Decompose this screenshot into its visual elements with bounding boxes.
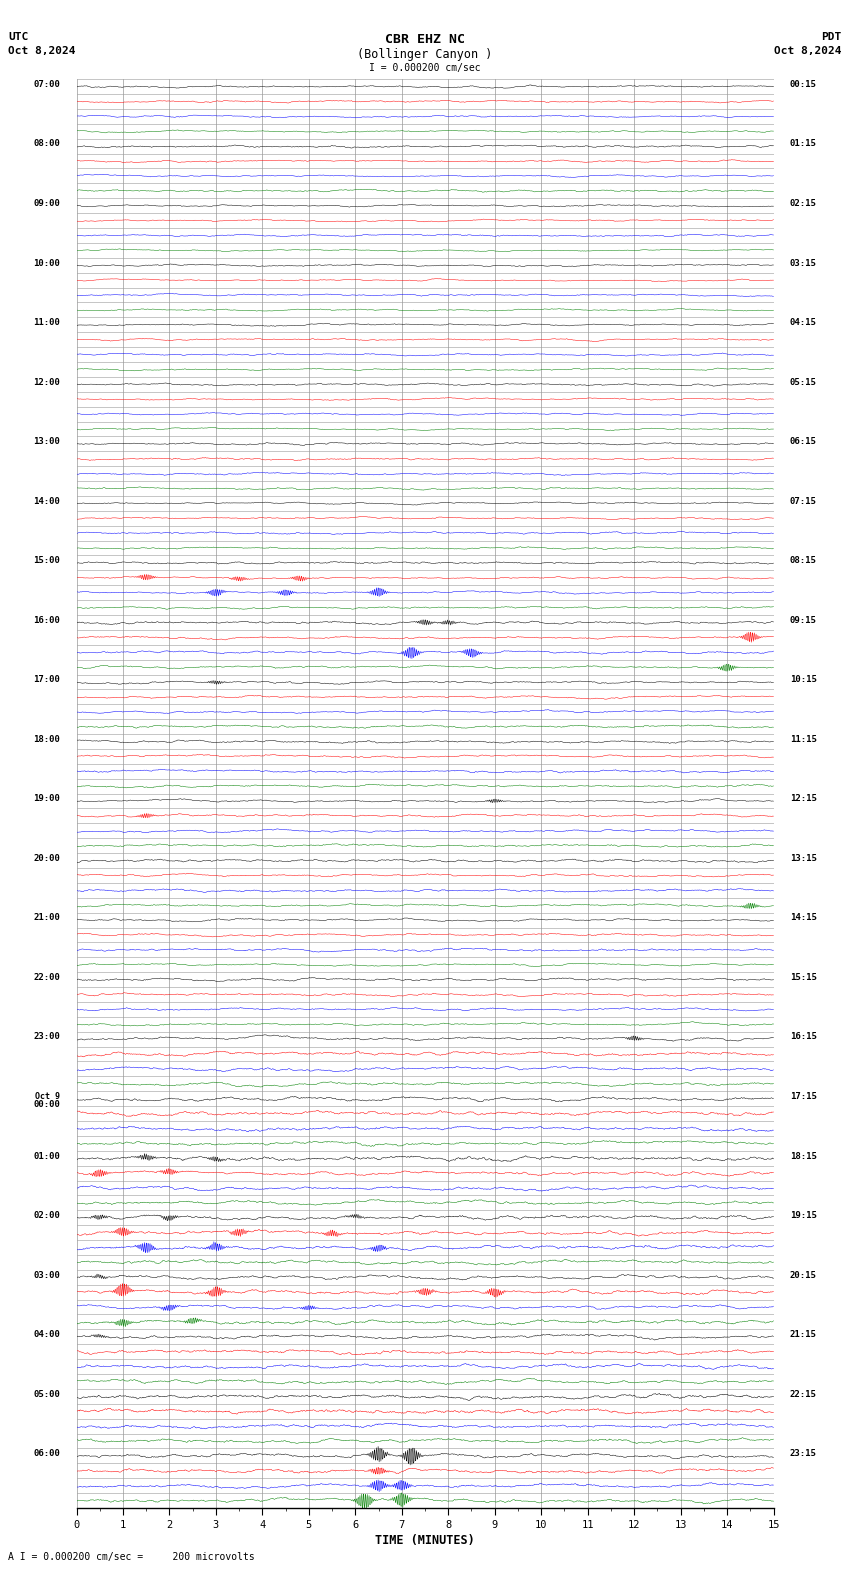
Text: 22:00: 22:00 [33, 973, 60, 982]
X-axis label: TIME (MINUTES): TIME (MINUTES) [375, 1533, 475, 1548]
Text: 14:00: 14:00 [33, 497, 60, 505]
Text: 14:15: 14:15 [790, 914, 817, 922]
Text: 13:15: 13:15 [790, 854, 817, 863]
Text: 16:15: 16:15 [790, 1033, 817, 1041]
Text: 00:15: 00:15 [790, 79, 817, 89]
Text: A I = 0.000200 cm/sec =     200 microvolts: A I = 0.000200 cm/sec = 200 microvolts [8, 1552, 255, 1562]
Text: 16:00: 16:00 [33, 616, 60, 624]
Text: 05:00: 05:00 [33, 1389, 60, 1399]
Text: 21:15: 21:15 [790, 1331, 817, 1338]
Text: 18:15: 18:15 [790, 1152, 817, 1161]
Text: 06:15: 06:15 [790, 437, 817, 447]
Text: 10:15: 10:15 [790, 675, 817, 684]
Text: CBR EHZ NC: CBR EHZ NC [385, 33, 465, 46]
Text: 04:00: 04:00 [33, 1331, 60, 1338]
Text: Oct 9: Oct 9 [35, 1091, 60, 1101]
Text: 15:15: 15:15 [790, 973, 817, 982]
Text: 18:00: 18:00 [33, 735, 60, 744]
Text: 09:15: 09:15 [790, 616, 817, 624]
Text: 02:00: 02:00 [33, 1212, 60, 1220]
Text: 21:00: 21:00 [33, 914, 60, 922]
Text: PDT: PDT [821, 32, 842, 41]
Text: 09:00: 09:00 [33, 200, 60, 208]
Text: 23:15: 23:15 [790, 1449, 817, 1459]
Text: 17:15: 17:15 [790, 1091, 817, 1101]
Text: 00:00: 00:00 [33, 1101, 60, 1109]
Text: 08:00: 08:00 [33, 139, 60, 149]
Text: 15:00: 15:00 [33, 556, 60, 565]
Text: Oct 8,2024: Oct 8,2024 [8, 46, 76, 55]
Text: 04:15: 04:15 [790, 318, 817, 326]
Text: (Bollinger Canyon ): (Bollinger Canyon ) [357, 48, 493, 60]
Text: Oct 8,2024: Oct 8,2024 [774, 46, 842, 55]
Text: 23:00: 23:00 [33, 1033, 60, 1041]
Text: 12:00: 12:00 [33, 377, 60, 386]
Text: 03:15: 03:15 [790, 258, 817, 268]
Text: 03:00: 03:00 [33, 1270, 60, 1280]
Text: UTC: UTC [8, 32, 29, 41]
Text: 17:00: 17:00 [33, 675, 60, 684]
Text: I = 0.000200 cm/sec: I = 0.000200 cm/sec [369, 63, 481, 73]
Text: 07:00: 07:00 [33, 79, 60, 89]
Text: 11:00: 11:00 [33, 318, 60, 326]
Text: 08:15: 08:15 [790, 556, 817, 565]
Text: 01:00: 01:00 [33, 1152, 60, 1161]
Text: 20:15: 20:15 [790, 1270, 817, 1280]
Text: 11:15: 11:15 [790, 735, 817, 744]
Text: 05:15: 05:15 [790, 377, 817, 386]
Text: 01:15: 01:15 [790, 139, 817, 149]
Text: 02:15: 02:15 [790, 200, 817, 208]
Text: 06:00: 06:00 [33, 1449, 60, 1459]
Text: 07:15: 07:15 [790, 497, 817, 505]
Text: 12:15: 12:15 [790, 794, 817, 803]
Text: 13:00: 13:00 [33, 437, 60, 447]
Text: 20:00: 20:00 [33, 854, 60, 863]
Text: 22:15: 22:15 [790, 1389, 817, 1399]
Text: 10:00: 10:00 [33, 258, 60, 268]
Text: 19:00: 19:00 [33, 794, 60, 803]
Text: 19:15: 19:15 [790, 1212, 817, 1220]
